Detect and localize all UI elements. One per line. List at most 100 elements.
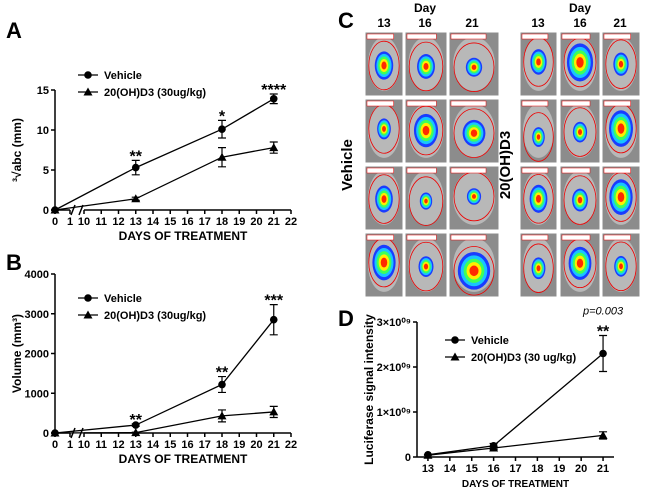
x-tick-label: 22 [285,439,297,451]
signal [536,134,541,140]
marker [489,443,499,452]
legend-marker [84,294,92,302]
legend-marker [83,87,93,96]
roi [408,41,444,92]
annotation: *** [264,293,283,310]
x-tick-label: 10 [78,439,90,451]
day: 16 [573,16,587,30]
marker [217,411,227,420]
panel-label: B [6,250,22,275]
x-tick-label: 21 [597,463,609,475]
series-line [54,319,275,434]
x-tick-label: 18 [216,216,228,228]
roi [453,108,495,158]
roi-tag [603,33,631,40]
marker [598,430,608,439]
annotation: ** [130,148,143,165]
x-tick-label: 0 [52,216,58,228]
marker [269,143,279,152]
marker [131,163,140,172]
legend-marker [451,336,459,344]
legend-label: Vehicle [104,70,142,82]
roi-tag [561,100,591,107]
x-tick-label: 17 [199,439,211,451]
x-tick-label: 14 [147,216,160,228]
x-tick-label: 16 [181,439,193,451]
roi-tag [561,33,591,40]
y-tick-label: 5 [43,165,49,177]
y-tick-label: 1000 [25,388,49,400]
y-tick-label: 2×10⁰⁹ [377,362,411,374]
roi-tag [450,100,487,107]
roi [523,112,554,162]
legend-label: 20(OH)D3 (30 ug/kg) [471,352,576,364]
marker [599,349,607,358]
x-tick-label: 12 [112,216,124,228]
signal [381,195,387,203]
signal [536,265,541,272]
signal [617,123,625,134]
marker [423,450,433,459]
roi-tag [521,33,549,40]
roi-tag [561,167,591,174]
marker [131,194,141,203]
day-label: Day [569,1,591,15]
x-tick-label: 0 [52,439,58,451]
y-tick-label: 3000 [25,309,49,321]
y-tick-label: 2000 [25,349,49,361]
x-tick-label: 18 [216,439,228,451]
roi-tag [366,33,394,40]
legend-marker [83,310,93,319]
group-label: 20(OH)D3 [497,131,514,199]
signal [470,129,478,137]
marker [50,428,60,437]
x-tick-label: 13 [130,439,142,451]
x-tick-label: 17 [199,216,211,228]
roi [368,174,400,224]
marker [218,125,226,133]
annotation: ** [597,324,610,341]
panel-label: C [338,8,354,33]
x-tick-label: 18 [531,463,543,475]
roi [453,42,495,92]
x-tick-label: 13 [130,216,142,228]
legend-label: 20(OH)D3 (30ug/kg) [104,87,206,99]
y-tick-label: 10 [37,125,49,137]
roi-tag [406,234,437,241]
x-axis-label: DAYS OF TREATMENT [462,479,569,487]
marker [218,380,226,389]
series-line [54,146,274,211]
signal [576,258,584,268]
roi-tag [366,167,394,174]
y-axis-label: Volume (mm³) [10,314,24,393]
roi-tag [561,234,591,241]
roi [605,39,637,89]
roi-tag [521,100,549,107]
signal [423,62,429,70]
signal [472,194,476,199]
x-tick-label: 11 [95,216,107,228]
annotation: p=0.003 [582,306,624,318]
y-tick-label: 3×10⁰⁹ [377,317,411,329]
signal [422,125,430,136]
x-tick-label: 19 [553,463,565,475]
x-tick-label: 22 [285,216,297,228]
roi-tag [603,167,631,174]
signal [469,265,479,277]
signal [380,257,388,268]
x-tick-label: 14 [147,439,160,451]
y-tick-label: 0 [43,205,49,217]
roi [563,107,597,157]
day: 13 [377,16,391,30]
roi [408,176,444,226]
x-tick-label: 20 [250,216,262,228]
signal [536,58,541,66]
roi [408,241,444,292]
signal [382,125,386,132]
signal [576,57,584,68]
signal [536,194,541,203]
marker [269,407,279,416]
day: 21 [613,16,627,30]
roi-tag [450,167,487,174]
